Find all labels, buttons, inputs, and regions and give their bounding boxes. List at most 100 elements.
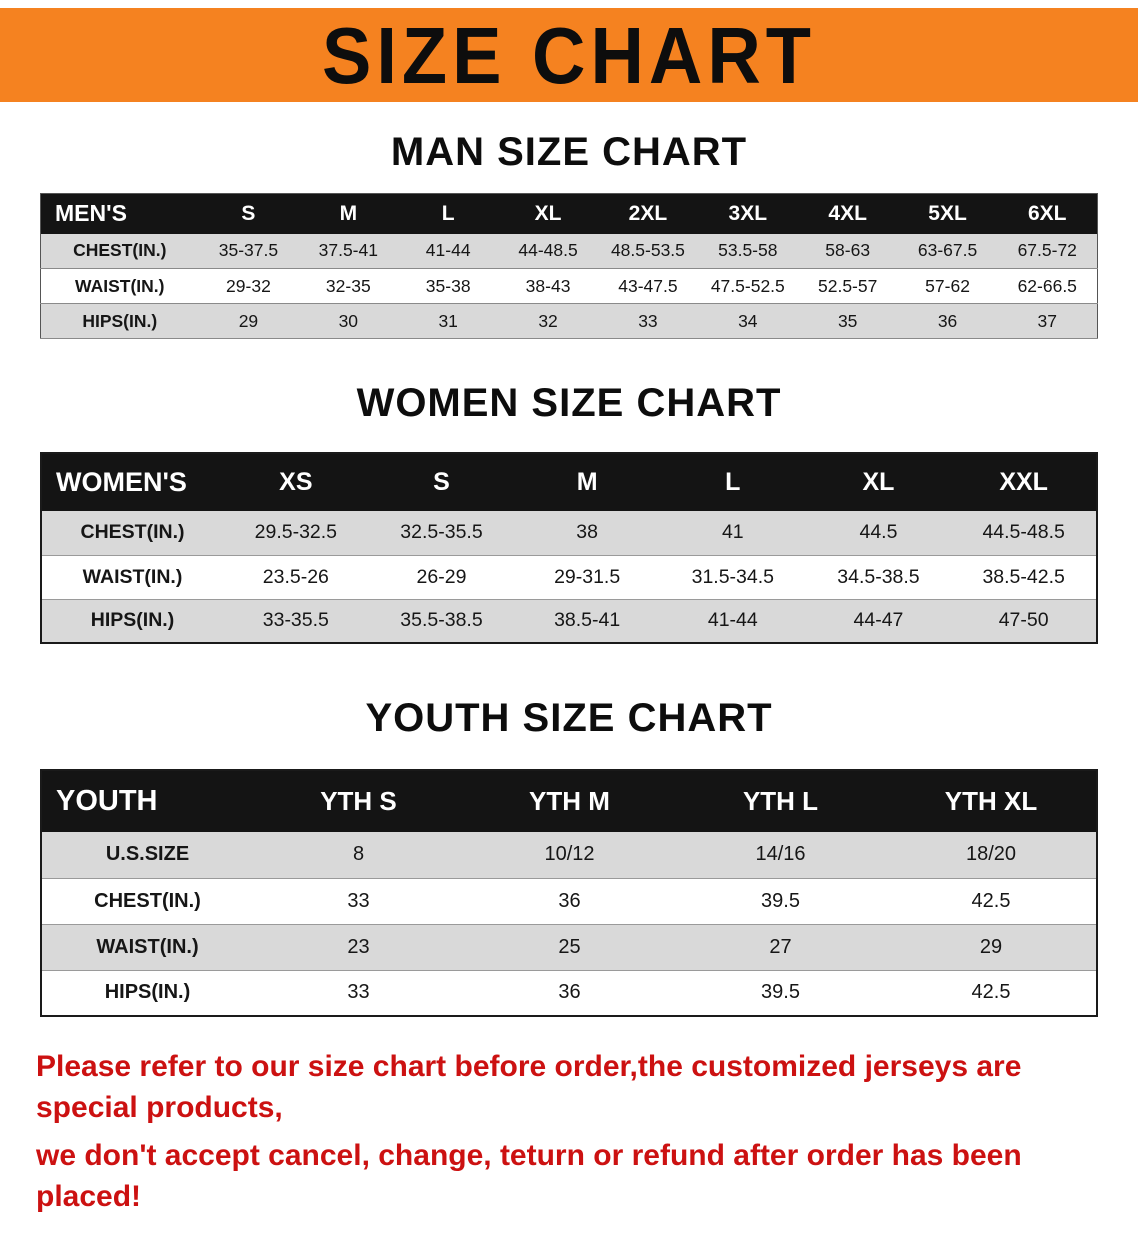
value-cell: 39.5 (761, 889, 800, 912)
size-header-cell: XL (498, 193, 598, 234)
size-header-cell: S (368, 453, 515, 511)
value-cell: 43-47.5 (618, 275, 678, 296)
size-header-cell: L (398, 193, 499, 234)
youth-size-table: YOUTH YTH S YTH M YTH L YTH XL U.S.SIZE 8 10/12… (40, 769, 1098, 1017)
value-cell: 36 (558, 981, 581, 1004)
row-label-cell: CHEST(IN.) (80, 521, 185, 544)
value-cell: 42.5 (971, 981, 1011, 1004)
value-cell: 32-35 (325, 275, 371, 296)
value-cell: 62-66.5 (1017, 275, 1077, 296)
value-cell: 41-44 (425, 240, 471, 261)
table-title-cell: YOUTH (41, 770, 253, 832)
table-header-row: YOUTH YTH S YTH M YTH L YTH XL (41, 770, 1097, 832)
value-cell: 32 (538, 310, 558, 331)
value-cell: 29-31.5 (554, 565, 621, 588)
value-cell: 31 (438, 310, 458, 331)
value-cell: 42.5 (971, 889, 1011, 912)
table-row: HIPS(IN.) 29 30 31 32 33 34 35 36 37 (40, 303, 1098, 339)
value-cell: 26-29 (416, 565, 467, 588)
value-cell: 58-63 (825, 240, 871, 261)
value-cell: 25 (558, 935, 581, 958)
value-cell: 32.5-35.5 (400, 521, 483, 544)
value-cell: 44-47 (853, 609, 904, 632)
value-cell: 52.5-57 (818, 275, 878, 296)
value-cell: 38.5-41 (554, 609, 621, 632)
table-row: CHEST(IN.) 33 36 39.5 42.5 (41, 878, 1097, 924)
table-title-cell: WOMEN'S (41, 453, 223, 511)
value-cell: 41 (721, 521, 744, 544)
table-row: CHEST(IN.) 29.5-32.5 32.5-35.5 38 41 44.5 44.5… (41, 511, 1097, 555)
size-header-cell: YTH S (253, 770, 464, 832)
size-header-cell: XL (805, 453, 952, 511)
value-cell: 33 (347, 889, 370, 912)
row-label-cell: HIPS(IN.) (90, 609, 175, 632)
value-cell: 18/20 (965, 843, 1017, 866)
value-cell: 33 (638, 310, 658, 331)
value-cell: 23 (347, 935, 370, 958)
value-cell: 67.5-72 (1017, 240, 1077, 261)
youth-size-chart-section: YOUTH SIZE CHART YOUTH YTH S YTH M YTH L YTH… (0, 644, 1138, 1017)
row-label-cell: CHEST(IN.) (73, 240, 167, 261)
value-cell: 57-62 (925, 275, 970, 296)
table-row: U.S.SIZE 8 10/12 14/16 18/20 (41, 832, 1097, 878)
table-header-row: MEN'S S M L XL 2XL 3XL 4XL 5XL 6XL (40, 193, 1098, 234)
table-row: HIPS(IN.) 33-35.5 35.5-38.5 38.5-41 41-44 44-… (41, 599, 1097, 643)
value-cell: 29.5-32.5 (254, 521, 338, 544)
value-cell: 48.5-53.5 (610, 240, 685, 261)
value-cell: 29 (238, 310, 259, 331)
value-cell: 38-43 (525, 275, 571, 296)
value-cell: 47-50 (998, 609, 1049, 632)
table-row: WAIST(IN.) 29-32 32-35 35-38 38-43 43-47.5 47.… (40, 268, 1098, 304)
men-size-table: MEN'S S M L XL 2XL 3XL 4XL 5XL 6XL CHEST(IN.) 35-37… (40, 193, 1098, 339)
value-cell: 27 (769, 935, 792, 958)
value-cell: 23.5-26 (262, 565, 329, 588)
value-cell: 47.5-52.5 (710, 275, 785, 296)
value-cell: 30 (338, 310, 359, 331)
size-header-cell: 6XL (997, 193, 1098, 234)
man-size-chart-section: MAN SIZE CHART MEN'S S M L XL 2XL 3XL 4XL 5XL 6XL… (0, 102, 1138, 339)
youth-section-heading: YOUTH SIZE CHART (365, 696, 773, 740)
banner: SIZE CHART (0, 8, 1138, 102)
notice-line-1: Please refer to our size chart before or… (36, 1050, 1022, 1124)
value-cell: 36 (558, 889, 581, 912)
value-cell: 31.5-34.5 (691, 565, 774, 588)
table-row: WAIST(IN.) 23 25 27 29 (41, 924, 1097, 970)
size-header-cell: YTH XL (886, 770, 1097, 832)
value-cell: 53.5-58 (718, 240, 778, 261)
value-cell: 44.5-48.5 (982, 521, 1065, 544)
row-label-cell: WAIST(IN.) (82, 565, 183, 588)
size-header-cell: M (514, 453, 660, 511)
size-header-cell: 5XL (897, 193, 998, 234)
women-size-table: WOMEN'S XS S M L XL XXL CHEST(IN.) 29.5-32.5 32.5… (40, 452, 1098, 644)
size-header-cell: XS (223, 453, 369, 511)
women-size-chart-section: WOMEN SIZE CHART WOMEN'S XS S M L XL XXL CHEST(… (0, 339, 1138, 644)
value-cell: 35-37.5 (218, 240, 279, 261)
value-cell: 35.5-38.5 (400, 609, 483, 632)
value-cell: 29 (979, 935, 1003, 958)
value-cell: 14/16 (755, 843, 806, 866)
value-cell: 38 (576, 521, 598, 544)
table-row: WAIST(IN.) 23.5-26 26-29 29-31.5 31.5-34.5 34… (41, 555, 1097, 599)
value-cell: 44-48.5 (518, 240, 578, 261)
value-cell: 37 (1037, 310, 1057, 331)
value-cell: 36 (937, 310, 958, 331)
page-title: SIZE CHART (322, 10, 816, 100)
row-label-cell: HIPS(IN.) (82, 310, 158, 331)
size-header-cell: YTH L (675, 770, 886, 832)
size-header-cell: S (198, 193, 299, 234)
footer-notice: Please refer to our size chart before or… (0, 1047, 1138, 1251)
value-cell: 63-67.5 (917, 240, 978, 261)
value-cell: 44.5 (859, 521, 898, 544)
value-cell: 8 (352, 843, 365, 866)
size-header-cell: XXL (951, 453, 1097, 511)
table-header-row: WOMEN'S XS S M L XL XXL (41, 453, 1097, 511)
value-cell: 10/12 (544, 843, 595, 866)
row-label-cell: HIPS(IN.) (104, 981, 191, 1004)
value-cell: 35 (837, 310, 858, 331)
man-section-heading: MAN SIZE CHART (390, 130, 748, 174)
table-row: HIPS(IN.) 33 36 39.5 42.5 (41, 970, 1097, 1016)
value-cell: 38.5-42.5 (982, 565, 1065, 588)
value-cell: 39.5 (761, 981, 800, 1004)
value-cell: 37.5-41 (318, 240, 378, 261)
